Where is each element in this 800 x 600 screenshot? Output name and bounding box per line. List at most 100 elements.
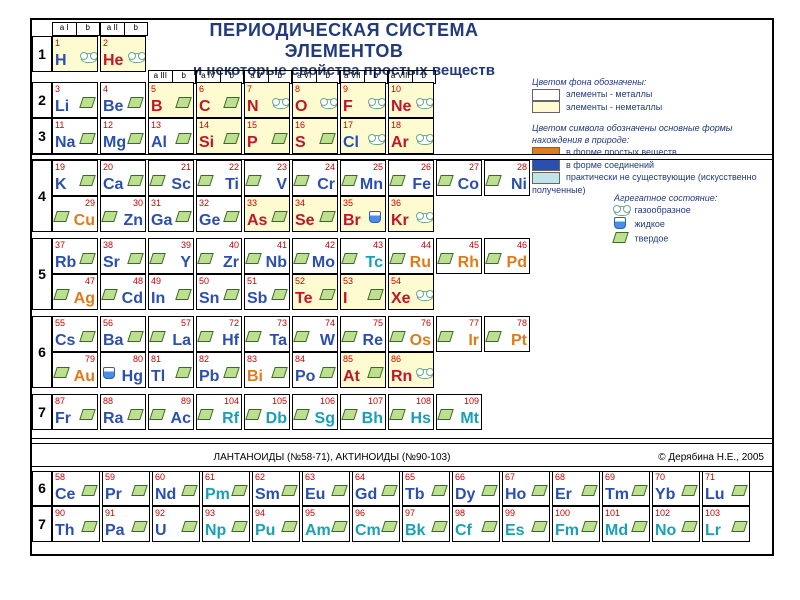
state-icon [55,211,69,223]
state-icon [183,521,197,533]
atomic-number: 40 [229,240,239,250]
element-symbol: Cs [55,333,75,349]
element-symbol: S [295,135,306,151]
element-symbol: Tb [405,487,425,503]
element-symbol: Eu [305,487,325,503]
state-icon [129,51,143,63]
element-symbol: Kr [391,213,409,229]
sol-icon [175,289,192,300]
atomic-number: 27 [469,162,479,172]
element-symbol: Er [555,487,572,503]
legend-sym-title: Цветом символа обозначены основные формы… [532,122,764,146]
state-icon [81,133,95,145]
sol-icon [223,289,240,300]
element-cell: 94Pu [252,506,300,542]
element-cell: 43Tc [340,238,386,274]
state-icon [199,253,213,265]
gas-icon [417,213,433,223]
atomic-number: 63 [305,472,315,482]
state-icon [225,367,239,379]
atomic-number: 6 [199,84,204,94]
element-cell: 86Rn [388,352,434,388]
atomic-number: 50 [199,276,209,286]
atomic-number: 20 [103,162,113,172]
sol-icon [271,367,288,378]
state-icon [295,331,309,343]
atomic-number: 91 [105,508,115,518]
element-cell: 17Cl [340,118,386,154]
element-symbol: Cd [122,291,143,307]
atomic-number: 89 [181,396,191,406]
atomic-number: 13 [151,120,161,130]
atomic-number: 74 [325,318,335,328]
sol-icon [293,253,310,264]
atomic-number: 29 [85,198,95,208]
period-number: 7 [32,394,52,430]
sol-icon [271,133,288,144]
element-symbol: B [151,99,163,115]
sol-icon [127,409,144,420]
element-cell: 106Sg [292,394,338,430]
atomic-number: 45 [469,240,479,250]
atomic-number: 64 [355,472,365,482]
element-cell: 79Au [52,352,98,388]
atomic-number: 65 [405,472,415,482]
state-icon [321,367,335,379]
atomic-number: 7 [247,84,252,94]
element-symbol: Y [180,255,191,271]
element-cell: 32Ge [196,196,242,232]
atomic-number: 66 [455,472,465,482]
element-symbol: Cf [455,523,472,539]
element-symbol: Ta [270,333,287,349]
state-icon [133,485,147,497]
sol-icon [731,521,748,532]
sol-icon [631,485,648,496]
element-symbol: La [172,333,191,349]
state-icon [177,97,191,109]
atomic-number: 61 [205,472,215,482]
sol-icon [281,485,298,496]
atomic-number: 1 [55,38,60,48]
element-cell: 75Re [340,316,386,352]
element-cell: 46Pd [484,238,530,274]
atomic-number: 25 [373,162,383,172]
element-cell: 96Cm [352,506,400,542]
atomic-number: 90 [55,508,65,518]
state-icon [391,409,405,421]
state-icon [81,51,95,63]
state-icon [483,485,497,497]
atomic-number: 71 [705,472,715,482]
sol-icon [245,409,262,420]
element-symbol: Ra [103,411,123,427]
atomic-number: 49 [151,276,161,286]
element-symbol: Sc [171,177,191,193]
element-cell: 107Bh [340,394,386,430]
element-symbol: Li [55,99,69,115]
sol-icon [437,253,454,264]
state-icon [439,331,453,343]
element-cell: 4Be [100,82,146,118]
element-symbol: Dy [455,487,475,503]
element-symbol: Fm [555,523,579,539]
state-icon [177,367,191,379]
sol-icon [131,521,148,532]
element-symbol: Fr [55,411,71,427]
state-icon [273,289,287,301]
period-number: 4 [32,160,52,232]
atomic-number: 80 [133,354,143,364]
period-number: 1 [32,36,52,72]
sol-icon [437,175,454,186]
atomic-number: 72 [229,318,239,328]
state-icon [129,253,143,265]
element-symbol: Re [363,333,383,349]
atomic-number: 44 [421,240,431,250]
element-symbol: O [295,99,307,115]
state-icon [417,367,431,379]
atomic-number: 88 [103,396,113,406]
element-cell: 40Zr [196,238,242,274]
element-cell: 77Ir [436,316,482,352]
atomic-number: 19 [55,162,65,172]
element-symbol: Es [505,523,525,539]
row-separator [32,466,772,472]
element-cell: 97Bk [402,506,450,542]
